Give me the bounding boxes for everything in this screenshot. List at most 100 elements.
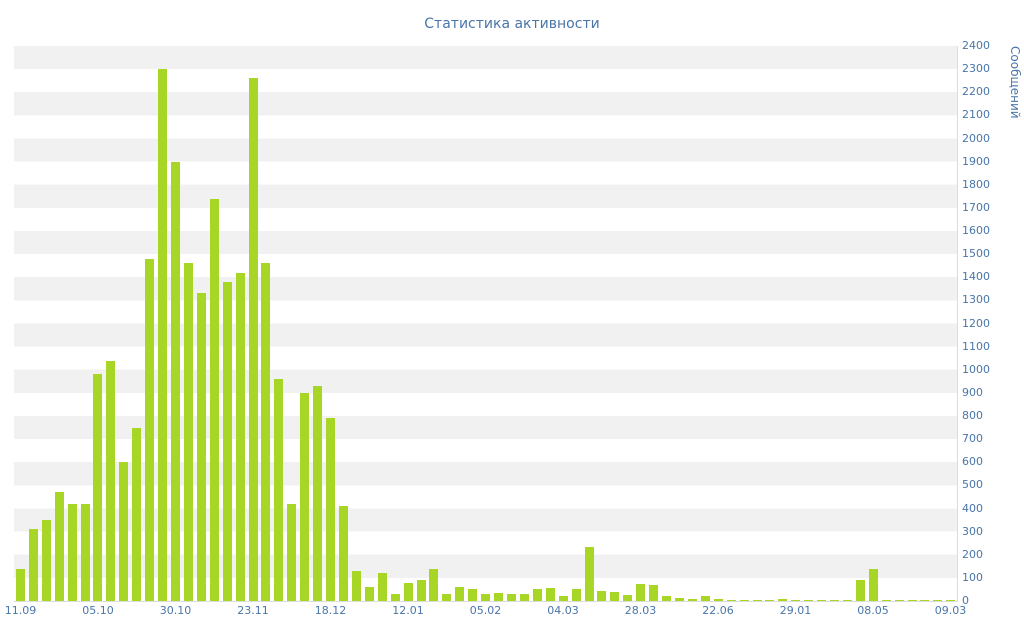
bar-slot (919, 46, 932, 601)
x-tick-label: 12.01 (392, 604, 424, 617)
bar-slot (104, 46, 117, 601)
bar-slot (402, 46, 415, 601)
bar-slot (867, 46, 880, 601)
bar-slot (260, 46, 273, 601)
activity-bar (106, 360, 116, 601)
bar-slot (621, 46, 634, 601)
x-tick-label: 05.02 (469, 604, 502, 617)
bar-slot (234, 46, 247, 601)
bar-slot (492, 46, 505, 601)
activity-bar (881, 599, 891, 601)
bar-slot (350, 46, 363, 601)
x-tick-label: 30.10 (159, 604, 192, 617)
bar-slot (608, 46, 621, 601)
activity-bar (610, 591, 620, 601)
activity-bar (804, 599, 814, 601)
y-tick-label: 2100 (962, 108, 990, 122)
y-tick-label: 1900 (962, 154, 990, 168)
y-axis-label: Сообщений (1008, 46, 1022, 119)
y-axis-ticks: 0 100 200 300 400 500 600 700 800 900 1000 1100 1200… (962, 40, 1004, 607)
bar-slot (311, 46, 324, 601)
activity-bar (481, 594, 491, 601)
bar-slot (880, 46, 893, 601)
bar-slot (14, 46, 27, 601)
bar-slot (208, 46, 221, 601)
y-tick-label: 1300 (962, 293, 990, 307)
y-tick-label: 0 (962, 594, 969, 607)
activity-bar (313, 385, 323, 601)
activity-bar (67, 503, 77, 601)
y-tick-label: 400 (962, 501, 983, 515)
bar-slot (570, 46, 583, 601)
activity-bar (403, 582, 413, 601)
bar-slot (763, 46, 776, 601)
bar-slot (906, 46, 919, 601)
activity-bar (739, 599, 749, 601)
x-tick-label: 09.03 (934, 604, 967, 617)
activity-bar (183, 263, 193, 601)
bar-slot (53, 46, 66, 601)
activity-bar (700, 596, 710, 601)
activity-bar (558, 596, 568, 601)
activity-bar (649, 584, 659, 601)
activity-bar (506, 594, 516, 601)
bar-slot (337, 46, 350, 601)
y-tick-label: 1400 (962, 270, 990, 284)
activity-bar (248, 78, 258, 601)
bar-slot (40, 46, 53, 601)
activity-bar (28, 529, 38, 601)
y-tick-label: 200 (962, 547, 983, 561)
bar-slot (699, 46, 712, 601)
bar-slot (647, 46, 660, 601)
bar-slot (376, 46, 389, 601)
bar-slot (182, 46, 195, 601)
bar-slot (285, 46, 298, 601)
activity-bar (132, 427, 142, 601)
activity-bar (713, 599, 723, 601)
activity-bar (351, 570, 361, 601)
activity-bar (946, 600, 956, 601)
x-tick-label: 05.10 (82, 604, 114, 617)
bar-slot (195, 46, 208, 601)
bar-slot (776, 46, 789, 601)
bar-slot (363, 46, 376, 601)
y-tick-label: 1700 (962, 200, 990, 214)
activity-bar (377, 573, 387, 601)
bar-slot (466, 46, 479, 601)
bar-slot (673, 46, 686, 601)
activity-bar (623, 595, 633, 601)
bar-slot (557, 46, 570, 601)
bar-slot (272, 46, 285, 601)
plot-area (14, 46, 958, 602)
activity-bar (222, 281, 232, 601)
bar-slot (247, 46, 260, 601)
activity-bar (597, 590, 607, 601)
y-tick-label: 1200 (962, 316, 990, 330)
activity-bar (171, 161, 181, 601)
activity-bar (455, 587, 465, 601)
activity-bar (662, 596, 672, 601)
bar-slot (725, 46, 738, 601)
x-tick-label: 29.01 (779, 604, 812, 617)
bar-slot (505, 46, 518, 601)
activity-bar (571, 589, 581, 601)
bar-slot (66, 46, 79, 601)
bar-slot (156, 46, 169, 601)
x-tick-label: 11.09 (4, 604, 37, 617)
y-tick-label: 2300 (962, 62, 990, 76)
y-tick-label: 2200 (962, 85, 990, 99)
activity-bar (158, 69, 168, 601)
bar-slot (453, 46, 466, 601)
x-tick-label: 22.06 (702, 604, 734, 617)
y-tick-label: 1000 (962, 362, 990, 376)
x-tick-label: 04.03 (547, 604, 579, 617)
activity-bar (868, 568, 878, 601)
x-tick-label: 18.12 (314, 604, 347, 617)
y-tick-label: 1600 (962, 224, 990, 237)
activity-bar (326, 418, 336, 601)
x-tick-label: 08.05 (857, 604, 889, 617)
bar-slot (595, 46, 608, 601)
activity-bar (41, 520, 51, 601)
bar-slot (221, 46, 234, 601)
bars-container (14, 46, 957, 601)
